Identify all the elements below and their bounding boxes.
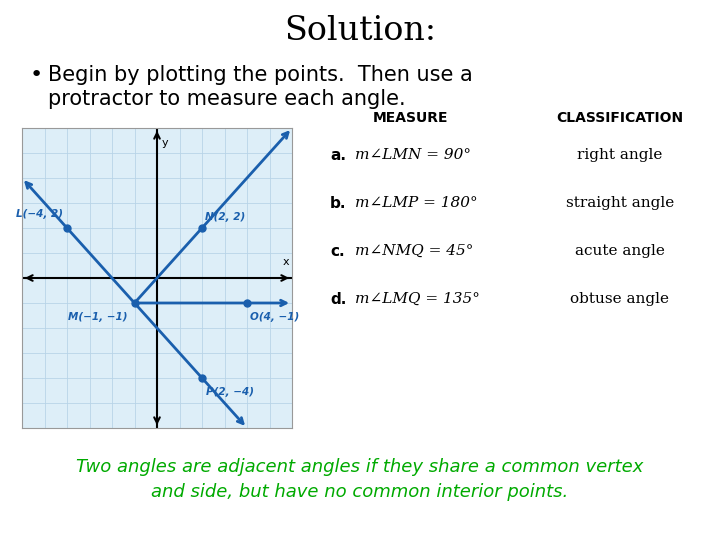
Text: Solution:: Solution: [284, 15, 436, 47]
Text: m∠LMP = 180°: m∠LMP = 180° [355, 196, 477, 210]
Text: m∠LMQ = 135°: m∠LMQ = 135° [355, 292, 480, 306]
Text: x: x [283, 256, 289, 267]
Text: m∠LMN = 90°: m∠LMN = 90° [355, 148, 471, 162]
Text: L(−4, 2): L(−4, 2) [16, 209, 63, 219]
Text: a.: a. [330, 147, 346, 163]
Text: CLASSIFICATION: CLASSIFICATION [557, 111, 683, 125]
Text: c.: c. [330, 244, 345, 259]
Text: m∠NMQ = 45°: m∠NMQ = 45° [355, 244, 473, 258]
Text: b.: b. [330, 195, 346, 211]
Text: •: • [30, 65, 43, 85]
Text: straight angle: straight angle [566, 196, 674, 210]
Text: right angle: right angle [577, 148, 662, 162]
Text: y: y [161, 138, 168, 148]
Text: acute angle: acute angle [575, 244, 665, 258]
Text: obtuse angle: obtuse angle [570, 292, 670, 306]
Text: Two angles are adjacent angles if they share a common vertex
and side, but have : Two angles are adjacent angles if they s… [76, 458, 644, 501]
Text: Begin by plotting the points.  Then use a: Begin by plotting the points. Then use a [48, 65, 473, 85]
Text: d.: d. [330, 292, 346, 307]
Text: M(−1, −1): M(−1, −1) [68, 312, 127, 322]
Text: P(2, −4): P(2, −4) [207, 387, 254, 397]
Text: N(2, 2): N(2, 2) [205, 212, 246, 222]
Text: O(4, −1): O(4, −1) [251, 312, 300, 322]
Text: MEASURE: MEASURE [372, 111, 448, 125]
Text: protractor to measure each angle.: protractor to measure each angle. [48, 89, 405, 109]
